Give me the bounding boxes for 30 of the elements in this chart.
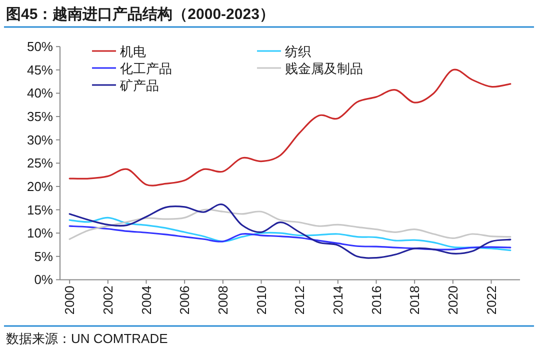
y-tick-label: 30% (26, 132, 54, 148)
legend-label: 纺织 (285, 44, 311, 59)
y-tick-label: 50% (26, 39, 54, 54)
y-tick-label: 5% (34, 248, 54, 264)
x-tick-label: 2012 (292, 286, 308, 315)
x-tick-label: 2018 (407, 286, 422, 315)
x-tick-label: 2008 (215, 286, 230, 315)
legend-label: 贱金属及制品 (285, 61, 363, 76)
x-tick-label: 2014 (330, 286, 346, 315)
x-tick-label: 2006 (177, 286, 192, 315)
legend-label: 化工产品 (120, 61, 172, 76)
y-tick-label: 40% (26, 86, 54, 101)
y-tick-label: 35% (26, 109, 54, 124)
y-tick-label: 45% (26, 62, 54, 78)
y-tick-label: 25% (26, 156, 54, 171)
x-tick-label: 2002 (100, 286, 116, 315)
x-tick-label: 2022 (484, 286, 499, 315)
x-tick-label: 2010 (254, 286, 269, 315)
x-tick-label: 2004 (138, 286, 154, 315)
y-tick-label: 20% (26, 178, 54, 194)
x-tick-label: 2020 (445, 286, 460, 315)
y-tick-label: 15% (26, 202, 54, 218)
title: 图45：越南进口产品结构（2000-2023） (6, 6, 274, 23)
annotation: 数据来源：UN COMTRADE (6, 331, 168, 346)
x-tick-label: 2016 (368, 286, 384, 315)
y-tick-label: 0% (34, 272, 54, 288)
legend-label: 矿产品 (119, 78, 159, 93)
y-tick-label: 10% (26, 226, 54, 241)
legend-label: 机电 (120, 44, 146, 59)
x-tick-label: 2000 (62, 286, 78, 315)
